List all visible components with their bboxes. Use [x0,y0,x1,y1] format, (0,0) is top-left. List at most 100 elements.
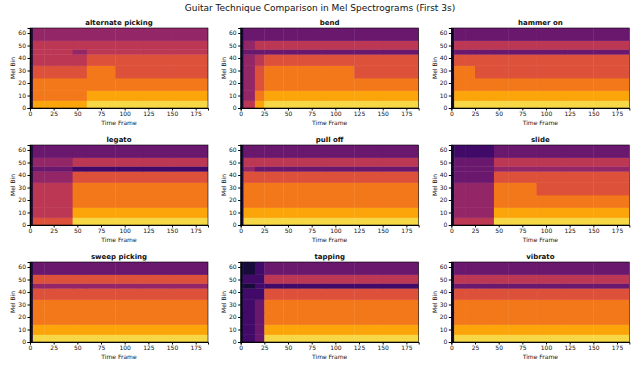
cell [255,158,265,167]
cell [172,208,208,218]
x-tick: 150 [588,108,600,117]
cell [144,275,173,284]
cell [475,195,494,208]
cell [44,145,54,158]
cell [144,183,173,196]
cell [73,54,88,66]
cell [383,335,419,343]
cell [283,208,298,218]
cell [454,288,466,300]
y-tick-mark [449,342,452,343]
y-tick-label: 20 [440,313,448,320]
cell [172,91,208,101]
x-tick: 100 [541,342,553,351]
y-tick: 10 [440,209,452,216]
cell [475,101,494,109]
cell [264,66,283,79]
cell [44,171,54,183]
x-tick-label: 125 [564,227,576,234]
y-tick-label: 10 [18,326,26,333]
cell [326,325,355,335]
cell [144,325,173,335]
x-tick: 0 [239,108,243,117]
cell [466,66,476,79]
x-tick-label: 0 [239,344,243,351]
x-tick: 25 [472,225,480,234]
cell [73,335,88,343]
cell [73,275,88,284]
cell [264,275,283,284]
x-tick: 175 [612,108,624,117]
y-axis-line [449,29,452,109]
cell [297,166,326,171]
cell [475,208,494,218]
y-tick: 30 [229,184,241,191]
cell [454,28,466,41]
y-tick-label: 0 [22,338,26,345]
cell [255,101,265,109]
cell [297,78,326,91]
x-tick-label: 100 [541,110,553,117]
x-tick: 0 [450,342,454,351]
x-tick: 75 [98,225,106,234]
y-tick-mark [238,33,241,34]
cell [508,300,537,313]
y-tick-mark [238,108,241,109]
cell [494,158,509,167]
cell [244,335,256,343]
y-tick: 50 [440,276,452,283]
y-tick-label: 10 [18,209,26,216]
cell [537,158,566,167]
x-tick-label: 75 [519,344,527,351]
cell [255,166,265,171]
cell [244,218,256,226]
x-tick: 75 [519,108,527,117]
y-tick: 0 [444,221,452,228]
cell [494,145,509,158]
y-tick-label: 10 [229,209,237,216]
cell [283,91,298,101]
y-tick-mark [28,150,31,151]
cell [33,78,45,91]
cell [466,288,476,300]
x-tick: 75 [519,225,527,234]
x-tick-label: 50 [74,110,82,117]
y-axis: 0102030405060 [18,263,30,346]
cell [33,183,45,196]
cell [454,208,466,218]
y-tick-mark [28,83,31,84]
cell [54,145,73,158]
cell [508,208,537,218]
x-tick: 125 [143,225,155,234]
cell [73,312,88,325]
cell [54,262,73,275]
y-tick-label: 40 [18,54,26,61]
cell [537,208,566,218]
cell [54,28,73,41]
cell [115,312,144,325]
cell [494,195,509,208]
cell [565,101,594,109]
y-tick: 40 [229,54,241,61]
cell [172,312,208,325]
cell [508,41,537,50]
cell [33,195,45,208]
x-tick: 125 [354,342,366,351]
cell [494,49,509,54]
cell [44,54,54,66]
cell [475,66,494,79]
x-tick: 0 [450,225,454,234]
x-axis: 0255075100125150175 [239,225,419,234]
cell [297,208,326,218]
x-tick: 100 [330,108,342,117]
cell [508,28,537,41]
cell [593,288,629,300]
y-tick-label: 40 [440,171,448,178]
x-tick: 25 [50,342,58,351]
cell [87,218,116,226]
cell [115,166,144,171]
y-tick-mark [28,46,31,47]
y-tick-label: 20 [440,196,448,203]
cell [565,158,594,167]
x-tick: 175 [190,108,202,117]
